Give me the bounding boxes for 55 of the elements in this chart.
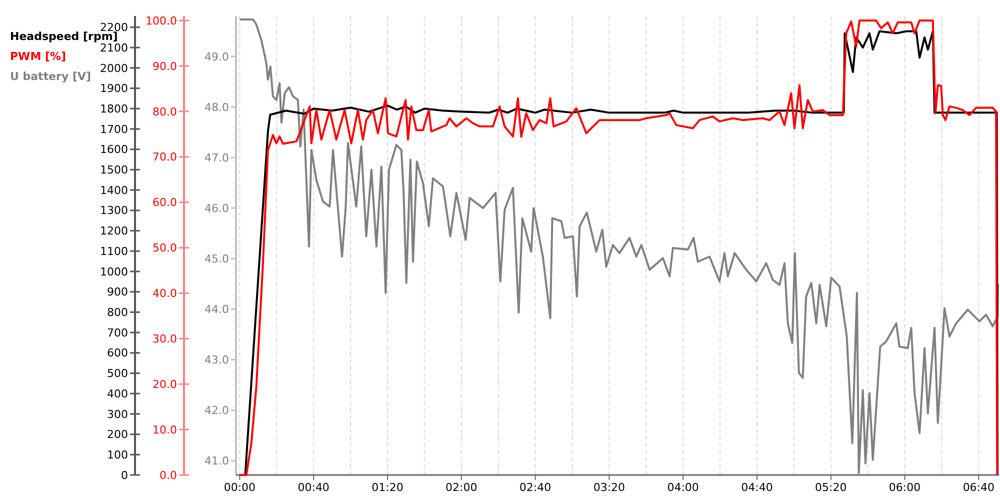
y3-tick-label: 44.0 [204, 303, 229, 316]
y2-tick-label: 40.0 [152, 287, 177, 300]
y-tick-label: 800 [107, 306, 128, 320]
x-tick-label: 00:00 [224, 481, 256, 494]
x-tick-label: 04:40 [741, 481, 773, 494]
y3-tick-label: 46.0 [204, 202, 229, 215]
y-tick-label: 1200 [100, 224, 128, 238]
y-tick-label: 300 [107, 408, 128, 421]
y2-tick-label: 100.0 [146, 14, 177, 28]
y2-tick-label: 60.0 [152, 196, 177, 210]
y-tick-label: 1000 [100, 265, 128, 278]
y2-tick-label: 80.0 [152, 105, 177, 118]
y-tick-label: 900 [107, 286, 128, 299]
y-tick-label: 1800 [100, 102, 128, 116]
y-tick-label: 100 [107, 448, 128, 462]
y-tick-label: 2100 [100, 41, 128, 54]
x-tick-label: 05:20 [815, 481, 847, 494]
x-tick-label: 02:40 [519, 481, 552, 494]
y-tick-label: 1100 [100, 244, 128, 258]
x-tick-label: 02:00 [446, 481, 478, 494]
y-tick-label: 1300 [100, 204, 128, 218]
y-tick-label: 700 [107, 326, 128, 340]
x-tick-label: 04:00 [667, 481, 699, 494]
x-tick-label: 06:00 [888, 481, 921, 494]
y2-tick-label: 50.0 [152, 242, 177, 255]
y2-tick-label: 90.0 [152, 60, 177, 73]
y3-tick-label: 45.0 [204, 252, 229, 266]
y-tick-label: 200 [107, 428, 128, 442]
y3-tick-label: 43.0 [204, 354, 229, 367]
y-tick-label: 500 [107, 367, 128, 380]
text: U battery [V] [10, 70, 92, 83]
x-tick-label: 01:20 [372, 481, 404, 494]
y2-tick-label: 70.0 [152, 150, 177, 164]
y2-tick-label: 20.0 [152, 378, 177, 391]
x-tick-label: 06:40 [962, 481, 995, 494]
y-tick-label: 600 [107, 346, 128, 360]
y-tick-label: 2000 [100, 62, 128, 75]
y-tick-label: 1700 [100, 122, 128, 136]
y-tick-label: 1900 [100, 82, 128, 96]
y3-tick-label: 41.0 [204, 454, 229, 468]
y3-tick-label: 47.0 [204, 151, 229, 164]
y3-tick-label: 42.0 [204, 404, 229, 418]
text: PWM [%] [10, 50, 66, 63]
y2-tick-label: 10.0 [152, 423, 177, 436]
y2-tick-label: 30.0 [152, 332, 177, 346]
y-tick-label: 1500 [100, 164, 128, 177]
y3-tick-label: 48.0 [204, 100, 229, 114]
y3-tick-label: 49.0 [204, 50, 229, 64]
x-tick-label: 00:40 [298, 481, 330, 494]
x-tick-label: 03:20 [593, 481, 626, 494]
y-tick-label: 1600 [100, 143, 128, 156]
y-tick-label: 1400 [100, 184, 128, 197]
y-tick-label: 0 [121, 468, 128, 482]
y-tick-label: 400 [107, 387, 128, 400]
y2-tick-label: 0.0 [160, 468, 177, 482]
